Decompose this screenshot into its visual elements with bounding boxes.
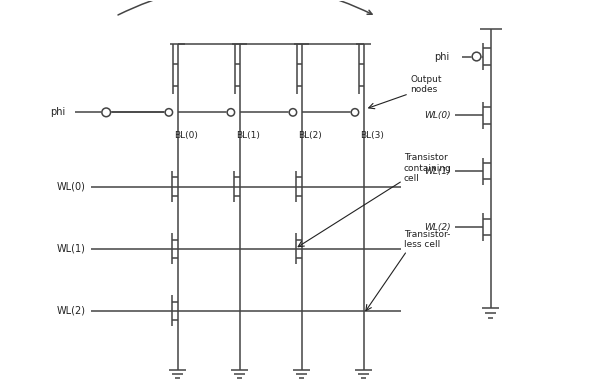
Text: WL(2): WL(2) xyxy=(57,306,86,316)
Text: WL(2): WL(2) xyxy=(424,223,451,232)
Text: BL(0): BL(0) xyxy=(174,131,198,141)
Circle shape xyxy=(102,108,110,117)
Text: WL(0): WL(0) xyxy=(424,111,451,120)
Text: BL(3): BL(3) xyxy=(361,131,384,141)
Text: phi: phi xyxy=(51,107,66,117)
Text: WL(1): WL(1) xyxy=(57,244,86,254)
Text: phi: phi xyxy=(434,51,450,61)
Text: Transistor-
less cell: Transistor- less cell xyxy=(404,230,450,249)
Text: BL(2): BL(2) xyxy=(298,131,322,141)
Text: Transistor
containing
cell: Transistor containing cell xyxy=(404,153,452,183)
Text: WL(0): WL(0) xyxy=(57,182,86,192)
Circle shape xyxy=(289,108,297,116)
Circle shape xyxy=(351,108,359,116)
Circle shape xyxy=(165,108,173,116)
Text: BL(1): BL(1) xyxy=(236,131,260,141)
Text: Output
nodes: Output nodes xyxy=(410,75,442,94)
Text: WL(1): WL(1) xyxy=(424,167,451,176)
Circle shape xyxy=(227,108,235,116)
FancyArrowPatch shape xyxy=(118,0,372,15)
Circle shape xyxy=(472,52,481,61)
